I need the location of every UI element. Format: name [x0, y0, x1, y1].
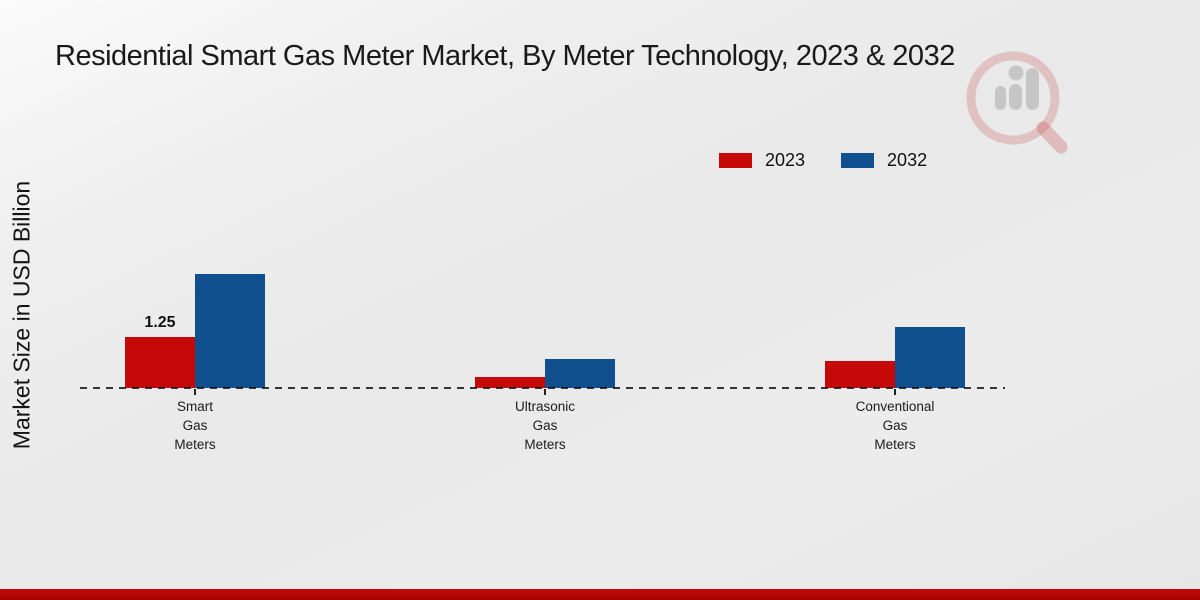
x-axis-tick-conventional-gas-meters [894, 389, 896, 395]
bar-2023-ultrasonic-gas-meters [475, 376, 545, 388]
bar-2023-smart-gas-meters [125, 336, 195, 388]
legend-label-2023: 2023 [765, 150, 806, 170]
y-axis-label: Market Size in USD Billion [8, 180, 35, 450]
bar-2032-smart-gas-meters [195, 273, 265, 388]
legend-label-2032: 2032 [887, 150, 928, 170]
bar-value-label: 1.25 [144, 313, 176, 331]
brand-watermark-logo [966, 51, 1068, 154]
legend-swatch-2032 [841, 153, 875, 168]
category-label-ultrasonic-gas-meters: Ultrasonic Gas Meters [514, 399, 576, 452]
legend: 2023 2032 [719, 150, 927, 171]
x-axis-baseline [80, 387, 1005, 389]
bar-2023-conventional-gas-meters [825, 360, 895, 388]
category-label-conventional-gas-meters: Conventional Gas Meters [855, 399, 935, 452]
chart-title: Residential Smart Gas Meter Market, By M… [55, 40, 955, 72]
footer-accent-bar [0, 589, 1200, 600]
legend-item-2023: 2023 [719, 150, 805, 171]
bar-2032-conventional-gas-meters [895, 326, 965, 388]
category-label-smart-gas-meters: Smart Gas Meters [174, 399, 216, 452]
x-axis-tick-smart-gas-meters [194, 389, 196, 395]
legend-item-2032: 2032 [841, 150, 927, 171]
x-axis-tick-ultrasonic-gas-meters [544, 389, 546, 395]
bar-2032-ultrasonic-gas-meters [545, 359, 615, 388]
legend-swatch-2023 [719, 153, 752, 168]
